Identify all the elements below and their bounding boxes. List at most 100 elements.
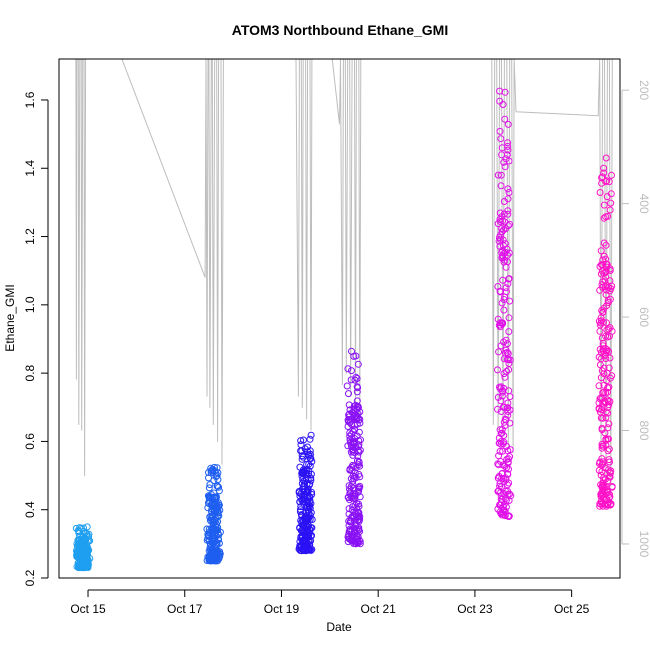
data-point: [501, 422, 509, 430]
data-point: [352, 373, 360, 381]
data-point: [497, 171, 505, 179]
x-tick-label: Oct 15: [70, 602, 106, 616]
data-point: [605, 456, 613, 464]
y2-tick-label: 200: [637, 80, 650, 100]
data-point: [497, 397, 505, 405]
data-point: [82, 562, 90, 569]
data-point: [608, 171, 615, 179]
data-point: [498, 254, 506, 262]
x-tick-label: Oct 19: [264, 602, 300, 616]
data-point: [598, 173, 606, 181]
data-point: [599, 458, 607, 466]
data-point: [353, 383, 361, 391]
data-point: [607, 199, 615, 207]
data-point: [602, 255, 610, 263]
data-point: [503, 340, 511, 348]
data-point: [499, 461, 507, 469]
data-point: [308, 458, 316, 466]
data-point: [499, 246, 506, 254]
data-point: [498, 429, 506, 437]
y2-tick-label: 600: [637, 307, 650, 327]
data-point: [605, 445, 613, 453]
data-point: [504, 447, 512, 455]
data-point: [505, 314, 513, 322]
data-point: [345, 411, 353, 419]
data-point: [356, 408, 364, 416]
series-4: [343, 347, 364, 548]
y2-tick-label: 800: [637, 421, 650, 441]
data-point: [210, 501, 218, 509]
data-point: [72, 524, 80, 532]
data-point: [600, 269, 608, 277]
data-point: [604, 212, 612, 220]
data-point: [596, 189, 604, 196]
data-point: [297, 437, 305, 445]
data-point: [496, 127, 504, 135]
data-point: [208, 545, 216, 553]
data-point: [346, 436, 354, 444]
data-point: [502, 288, 510, 296]
data-point: [499, 403, 507, 411]
data-point: [602, 273, 610, 281]
data-point: [600, 164, 608, 172]
data-point: [605, 364, 613, 372]
y-tick-label: 0.6: [23, 433, 37, 450]
data-point: [298, 526, 306, 534]
data-point: [209, 552, 217, 560]
data-point: [498, 392, 506, 400]
data-point: [214, 476, 222, 484]
data-point: [602, 435, 610, 443]
data-point: [606, 287, 614, 295]
data-point: [597, 490, 605, 498]
data-point: [602, 154, 610, 162]
data-point: [74, 553, 81, 561]
data-point: [344, 365, 352, 373]
data-point: [500, 384, 508, 392]
data-point: [304, 521, 312, 529]
data-point: [344, 442, 352, 450]
y-axis-label: Ethane_GMI: [3, 284, 17, 351]
series-3: [295, 431, 316, 555]
data-point: [79, 556, 87, 564]
data-point: [499, 319, 507, 327]
data-points-layer: [72, 87, 616, 572]
data-point: [505, 356, 512, 364]
chart-title: ATOM3 Northbound Ethane_GMI: [232, 22, 448, 38]
data-point: [497, 135, 505, 143]
data-point: [355, 443, 362, 451]
data-point: [345, 505, 353, 513]
x-tick-label: Oct 21: [361, 602, 397, 616]
data-point: [345, 401, 353, 409]
data-point: [83, 532, 91, 540]
data-point: [600, 304, 608, 312]
data-point: [596, 408, 604, 416]
data-point: [494, 405, 501, 413]
data-point: [498, 509, 506, 517]
data-point: [213, 464, 221, 472]
data-point: [605, 473, 613, 481]
data-point: [504, 210, 512, 218]
data-point: [356, 419, 364, 427]
data-point: [598, 395, 606, 403]
data-point: [498, 151, 506, 159]
data-point: [304, 507, 312, 515]
data-point: [498, 469, 506, 477]
data-point: [496, 323, 504, 331]
data-point: [349, 446, 357, 454]
data-point: [350, 438, 357, 445]
data-point: [346, 485, 353, 493]
data-point: [212, 546, 220, 554]
data-point: [501, 240, 509, 248]
data-point: [307, 474, 315, 482]
data-point: [496, 447, 504, 455]
data-point: [356, 513, 364, 521]
data-point: [298, 455, 306, 463]
data-point: [206, 481, 214, 489]
data-point: [599, 261, 607, 269]
data-point: [305, 451, 313, 459]
data-point: [496, 383, 503, 391]
data-point: [595, 353, 603, 361]
data-point: [599, 342, 607, 350]
data-point: [505, 275, 513, 283]
